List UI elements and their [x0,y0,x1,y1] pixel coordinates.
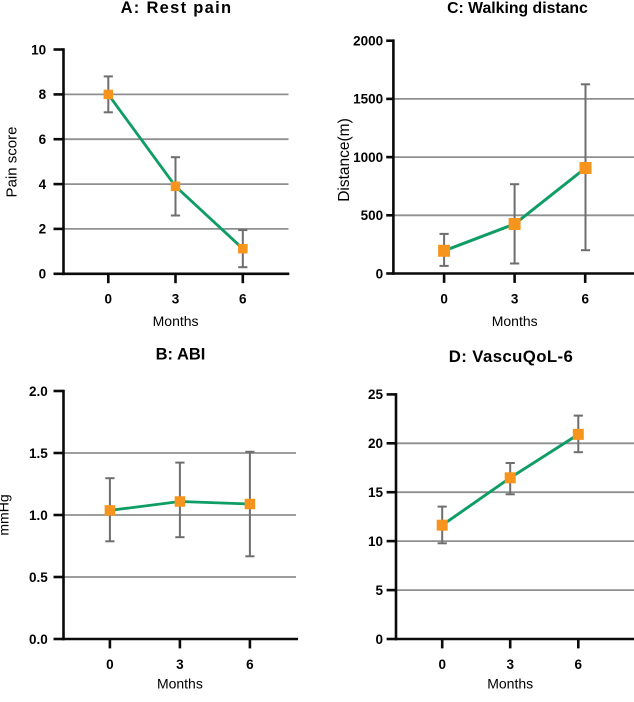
svg-text:4: 4 [39,177,47,192]
svg-text:0: 0 [39,267,47,282]
svg-text:0: 0 [438,657,446,672]
svg-text:6: 6 [581,292,589,307]
svg-text:3: 3 [176,657,184,672]
svg-text:20: 20 [368,436,383,451]
svg-text:B: ABI: B: ABI [156,346,206,364]
svg-text:0: 0 [440,292,448,307]
svg-text:mmHg: mmHg [0,494,12,535]
svg-text:6: 6 [239,292,247,307]
svg-text:0.0: 0.0 [29,632,48,647]
svg-text:Distance(m): Distance(m) [336,118,353,202]
svg-text:3: 3 [506,657,514,672]
svg-text:15: 15 [368,485,384,500]
svg-text:1.0: 1.0 [29,508,48,523]
svg-text:0: 0 [105,292,113,307]
svg-text:1000: 1000 [353,150,383,165]
svg-text:25: 25 [368,387,384,402]
svg-text:10: 10 [368,534,383,549]
svg-text:8: 8 [39,87,47,102]
svg-text:0: 0 [376,266,384,281]
svg-text:Months: Months [153,313,199,329]
svg-text:5: 5 [375,583,383,598]
svg-text:0: 0 [375,632,383,647]
svg-text:1.5: 1.5 [29,446,48,461]
svg-text:500: 500 [361,208,384,223]
svg-text:3: 3 [511,292,519,307]
svg-text:Months: Months [157,676,203,692]
svg-text:0.5: 0.5 [29,570,48,585]
svg-text:2000: 2000 [353,34,383,49]
svg-text:3: 3 [172,292,180,307]
svg-text:Months: Months [487,676,533,692]
svg-text:6: 6 [39,132,47,147]
svg-text:C: Walking distanc: C: Walking distanc [447,0,588,17]
svg-text:2.0: 2.0 [29,384,48,399]
svg-text:6: 6 [575,657,583,672]
svg-text:2: 2 [39,222,47,237]
svg-text:Pain score: Pain score [4,127,21,198]
svg-text:6: 6 [246,657,254,672]
svg-text:10: 10 [31,42,46,57]
svg-text:A: Rest pain: A: Rest pain [121,0,233,17]
svg-text:D: VascuQoL-6: D: VascuQoL-6 [449,347,574,366]
svg-text:0: 0 [106,657,114,672]
svg-text:Months: Months [492,313,538,329]
svg-text:1500: 1500 [353,92,383,107]
